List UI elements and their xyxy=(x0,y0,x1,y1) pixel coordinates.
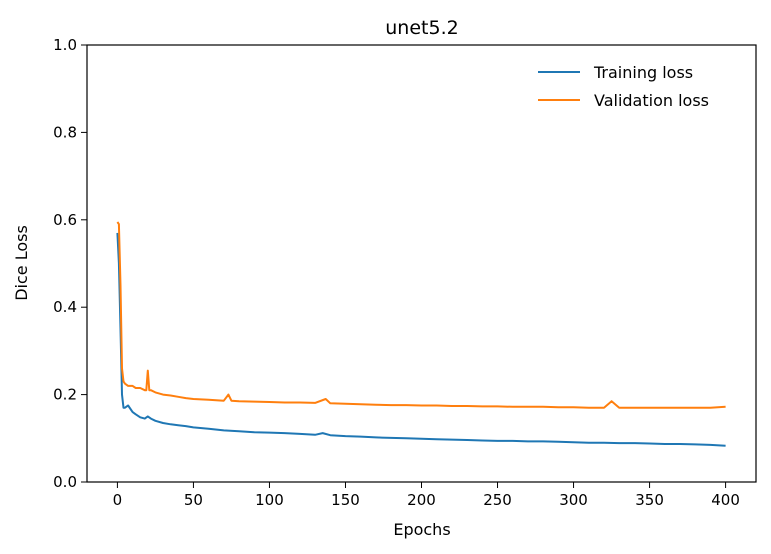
x-tick-label: 0 xyxy=(113,491,123,509)
series-line-0 xyxy=(116,232,726,447)
x-tick-label: 400 xyxy=(711,491,740,509)
x-tick-label: 300 xyxy=(559,491,588,509)
x-tick-label: 50 xyxy=(184,491,203,509)
y-tick-label: 0.2 xyxy=(53,386,77,404)
y-axis: 0.0 0.2 0.4 0.6 0.8 1.0 xyxy=(53,36,87,491)
y-axis-label: Dice Loss xyxy=(12,225,31,301)
x-tick-label: 150 xyxy=(331,491,360,509)
plot-frame xyxy=(86,44,757,483)
x-axis: 0 50 100 150 200 250 300 350 400 xyxy=(113,482,740,509)
y-tick-label: 0.0 xyxy=(53,473,77,491)
y-tick-label: 0.6 xyxy=(53,211,77,229)
x-tick-label: 350 xyxy=(635,491,664,509)
legend-entry: Training loss xyxy=(593,63,693,82)
x-tick-label: 250 xyxy=(483,491,512,509)
x-tick-label: 100 xyxy=(255,491,284,509)
legend: Training loss Validation loss xyxy=(538,63,709,110)
y-tick-label: 0.4 xyxy=(53,298,77,316)
series-layer xyxy=(116,221,726,447)
series-line-1 xyxy=(116,221,726,409)
y-tick-label: 1.0 xyxy=(53,36,77,54)
y-tick-label: 0.8 xyxy=(53,123,77,141)
x-tick-label: 200 xyxy=(407,491,436,509)
legend-entry: Validation loss xyxy=(594,91,709,110)
x-axis-label: Epochs xyxy=(393,520,450,539)
chart-title: unet5.2 xyxy=(385,17,458,39)
